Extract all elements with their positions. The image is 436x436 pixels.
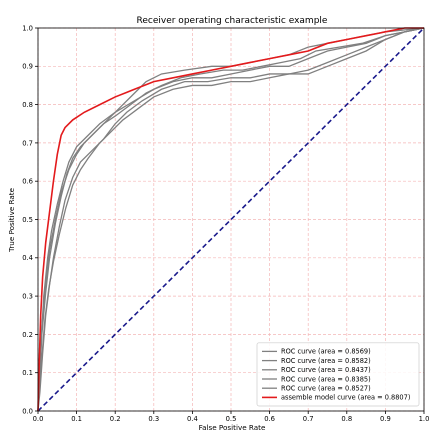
x-tick-label-2: 0.2 <box>110 415 121 423</box>
y-tick-label-9: 0.9 <box>22 63 33 71</box>
series-line-5 <box>37 27 424 412</box>
legend-label-0: ROC curve (area = 0.8569) <box>281 348 371 356</box>
chart-title: Receiver operating characteristic exampl… <box>137 16 328 26</box>
x-tick-label-8: 0.8 <box>341 415 352 423</box>
legend-label-5: assemble model curve (area = 0.8807) <box>281 394 410 402</box>
y-tick-label-1: 0.1 <box>22 369 33 377</box>
legend-label-4: ROC curve (area = 0.8527) <box>281 385 371 393</box>
x-tick-label-5: 0.5 <box>226 415 237 423</box>
x-tick-label-4: 0.4 <box>187 415 198 423</box>
x-tick-label-0: 0.0 <box>33 415 44 423</box>
x-tick-label-10: 1.0 <box>419 415 430 423</box>
y-tick-label-2: 0.2 <box>22 331 33 339</box>
y-tick-label-0: 0.0 <box>22 407 33 415</box>
y-tick-label-8: 0.8 <box>22 101 33 109</box>
legend-label-2: ROC curve (area = 0.8437) <box>281 366 371 374</box>
legend: ROC curve (area = 0.8569)ROC curve (area… <box>256 342 420 407</box>
y-tick-label-7: 0.7 <box>22 139 33 147</box>
legend-label-1: ROC curve (area = 0.8582) <box>281 357 371 365</box>
x-tick-label-6: 0.6 <box>264 415 275 423</box>
y-axis-label: True Positive Rate <box>7 187 16 253</box>
axis-ticks: 0.0 0.1 0.2 0.3 0.4 0.5 0.6 0.7 0.8 0.9 1.0 0.0 0.1 0… <box>22 24 429 423</box>
roc-curves <box>37 27 425 412</box>
y-tick-label-6: 0.6 <box>22 178 33 186</box>
diagonal-reference <box>37 27 425 412</box>
x-tick-label-7: 0.7 <box>303 415 314 423</box>
series-line-4 <box>37 27 425 412</box>
y-tick-label-10: 1.0 <box>22 24 33 32</box>
y-tick-label-5: 0.5 <box>22 216 33 224</box>
legend-label-3: ROC curve (area = 0.8385) <box>281 375 371 383</box>
series-line-3 <box>37 27 425 412</box>
chance-line <box>37 27 425 412</box>
x-tick-label-1: 0.1 <box>71 415 82 423</box>
y-tick-label-4: 0.4 <box>22 254 33 262</box>
y-tick-label-3: 0.3 <box>22 293 33 301</box>
x-tick-label-9: 0.9 <box>380 415 391 423</box>
x-axis-label: False Positive Rate <box>199 423 266 432</box>
legend-box <box>256 342 420 407</box>
x-tick-label-3: 0.3 <box>148 415 159 423</box>
